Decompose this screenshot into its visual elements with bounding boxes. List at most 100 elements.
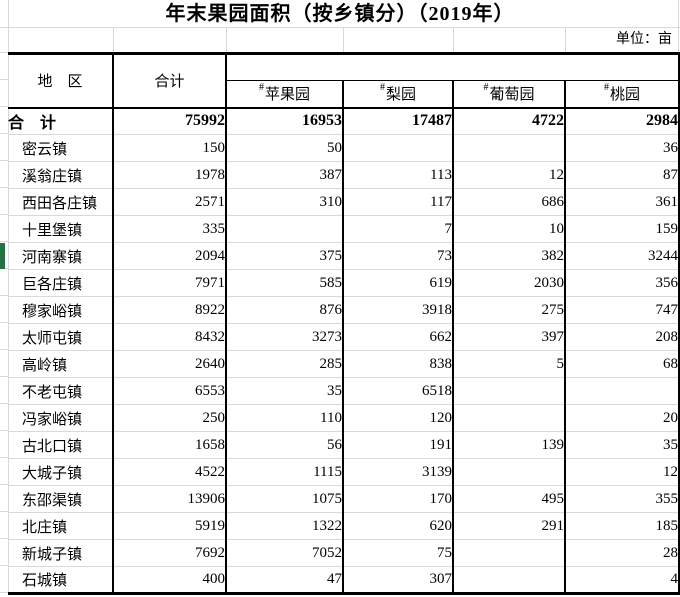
value-cell[interactable] xyxy=(453,377,566,405)
value-cell[interactable]: 20 xyxy=(565,404,679,432)
value-cell[interactable]: 120 xyxy=(343,404,454,432)
value-cell[interactable]: 75992 xyxy=(113,107,227,135)
region-cell[interactable]: 古北口镇 xyxy=(8,431,114,459)
region-cell[interactable]: 冯家峪镇 xyxy=(8,404,114,432)
value-cell[interactable]: 3273 xyxy=(226,323,344,351)
value-cell[interactable]: 8432 xyxy=(113,323,227,351)
value-cell[interactable]: 191 xyxy=(343,431,454,459)
value-cell[interactable]: 7 xyxy=(343,215,454,243)
value-cell[interactable]: 285 xyxy=(226,350,344,378)
value-cell[interactable]: 6518 xyxy=(343,377,454,405)
value-cell[interactable] xyxy=(226,215,344,243)
region-cell[interactable]: 合 计 xyxy=(8,107,114,135)
column-header-pear-orchard[interactable]: #梨园 xyxy=(343,80,454,109)
value-cell[interactable]: 12 xyxy=(453,161,566,189)
region-cell[interactable]: 穆家峪镇 xyxy=(8,296,114,324)
value-cell[interactable]: 2030 xyxy=(453,269,566,297)
value-cell[interactable]: 2640 xyxy=(113,350,227,378)
value-cell[interactable]: 117 xyxy=(343,188,454,216)
value-cell[interactable]: 1115 xyxy=(226,458,344,486)
unit-label[interactable]: 单位：亩 xyxy=(616,32,672,47)
value-cell[interactable]: 1978 xyxy=(113,161,227,189)
region-cell[interactable]: 新城子镇 xyxy=(8,539,114,567)
region-cell[interactable]: 高岭镇 xyxy=(8,350,114,378)
column-header-total[interactable]: 合计 xyxy=(113,53,227,109)
value-cell[interactable]: 7971 xyxy=(113,269,227,297)
value-cell[interactable]: 56 xyxy=(226,431,344,459)
value-cell[interactable]: 139 xyxy=(453,431,566,459)
value-cell[interactable] xyxy=(565,377,679,405)
region-cell[interactable]: 西田各庄镇 xyxy=(8,188,114,216)
page-title[interactable]: 年末果园面积（按乡镇分）（2019年） xyxy=(165,3,515,25)
value-cell[interactable]: 170 xyxy=(343,485,454,513)
value-cell[interactable]: 747 xyxy=(565,296,679,324)
value-cell[interactable]: 8922 xyxy=(113,296,227,324)
region-cell[interactable]: 东邵渠镇 xyxy=(8,485,114,513)
value-cell[interactable]: 16953 xyxy=(226,107,344,135)
value-cell[interactable]: 2571 xyxy=(113,188,227,216)
region-cell[interactable]: 密云镇 xyxy=(8,134,114,162)
value-cell[interactable]: 250 xyxy=(113,404,227,432)
column-header-grape-orchard[interactable]: #葡萄园 xyxy=(453,80,566,109)
value-cell[interactable]: 585 xyxy=(226,269,344,297)
region-cell[interactable]: 巨各庄镇 xyxy=(8,269,114,297)
value-cell[interactable]: 36 xyxy=(565,134,679,162)
value-cell[interactable]: 159 xyxy=(565,215,679,243)
value-cell[interactable]: 47 xyxy=(226,566,344,594)
value-cell[interactable]: 310 xyxy=(226,188,344,216)
value-cell[interactable]: 35 xyxy=(226,377,344,405)
column-header-peach-orchard[interactable]: #桃园 xyxy=(565,80,679,109)
value-cell[interactable] xyxy=(453,404,566,432)
value-cell[interactable]: 2094 xyxy=(113,242,227,270)
value-cell[interactable]: 4722 xyxy=(453,107,566,135)
column-header-apple-orchard[interactable]: #苹果园 xyxy=(226,80,344,109)
value-cell[interactable]: 68 xyxy=(565,350,679,378)
value-cell[interactable]: 620 xyxy=(343,512,454,540)
value-cell[interactable]: 382 xyxy=(453,242,566,270)
value-cell[interactable]: 4 xyxy=(670,571,679,587)
value-cell[interactable]: 619 xyxy=(343,269,454,297)
value-cell[interactable]: 17487 xyxy=(343,107,454,135)
value-cell[interactable]: 3139 xyxy=(343,458,454,486)
value-cell[interactable]: 375 xyxy=(226,242,344,270)
value-cell[interactable]: 1322 xyxy=(226,512,344,540)
value-cell[interactable]: 356 xyxy=(565,269,679,297)
value-cell[interactable]: 335 xyxy=(113,215,227,243)
value-cell[interactable]: 73 xyxy=(343,242,454,270)
value-cell[interactable]: 400 xyxy=(113,566,227,594)
header-spacer-cell[interactable] xyxy=(226,53,679,81)
value-cell[interactable]: 4522 xyxy=(113,458,227,486)
value-cell[interactable] xyxy=(453,458,566,486)
value-cell[interactable]: 35 xyxy=(565,431,679,459)
value-cell[interactable]: 2984 xyxy=(565,107,679,135)
value-cell[interactable]: 12 xyxy=(565,458,679,486)
column-header-region[interactable]: 地 区 xyxy=(8,53,114,109)
value-cell[interactable]: 3244 xyxy=(565,242,679,270)
region-cell[interactable]: 不老屯镇 xyxy=(8,377,114,405)
value-cell[interactable]: 3918 xyxy=(343,296,454,324)
value-cell[interactable]: 208 xyxy=(565,323,679,351)
region-cell[interactable]: 太师屯镇 xyxy=(8,323,114,351)
region-cell[interactable]: 北庄镇 xyxy=(8,512,114,540)
value-cell[interactable]: 495 xyxy=(453,485,566,513)
value-cell[interactable]: 6553 xyxy=(113,377,227,405)
value-cell[interactable] xyxy=(453,539,566,567)
value-cell[interactable]: 662 xyxy=(343,323,454,351)
value-cell[interactable]: 397 xyxy=(453,323,566,351)
value-cell[interactable]: 686 xyxy=(453,188,566,216)
value-cell[interactable]: 5 xyxy=(453,350,566,378)
value-cell[interactable]: 1658 xyxy=(113,431,227,459)
region-cell[interactable]: 河南寨镇 xyxy=(8,242,114,270)
region-cell[interactable]: 石城镇 xyxy=(8,566,114,594)
value-cell[interactable]: 838 xyxy=(343,350,454,378)
value-cell[interactable]: 113 xyxy=(343,161,454,189)
value-cell[interactable]: 307 xyxy=(343,566,454,594)
value-cell[interactable]: 355 xyxy=(565,485,679,513)
value-cell[interactable]: 7692 xyxy=(113,539,227,567)
value-cell[interactable]: 387 xyxy=(226,161,344,189)
value-cell[interactable]: 28 xyxy=(565,539,679,567)
value-cell[interactable]: 150 xyxy=(113,134,227,162)
value-cell[interactable] xyxy=(343,134,454,162)
value-cell[interactable]: 361 xyxy=(565,188,679,216)
region-cell[interactable]: 溪翁庄镇 xyxy=(8,161,114,189)
